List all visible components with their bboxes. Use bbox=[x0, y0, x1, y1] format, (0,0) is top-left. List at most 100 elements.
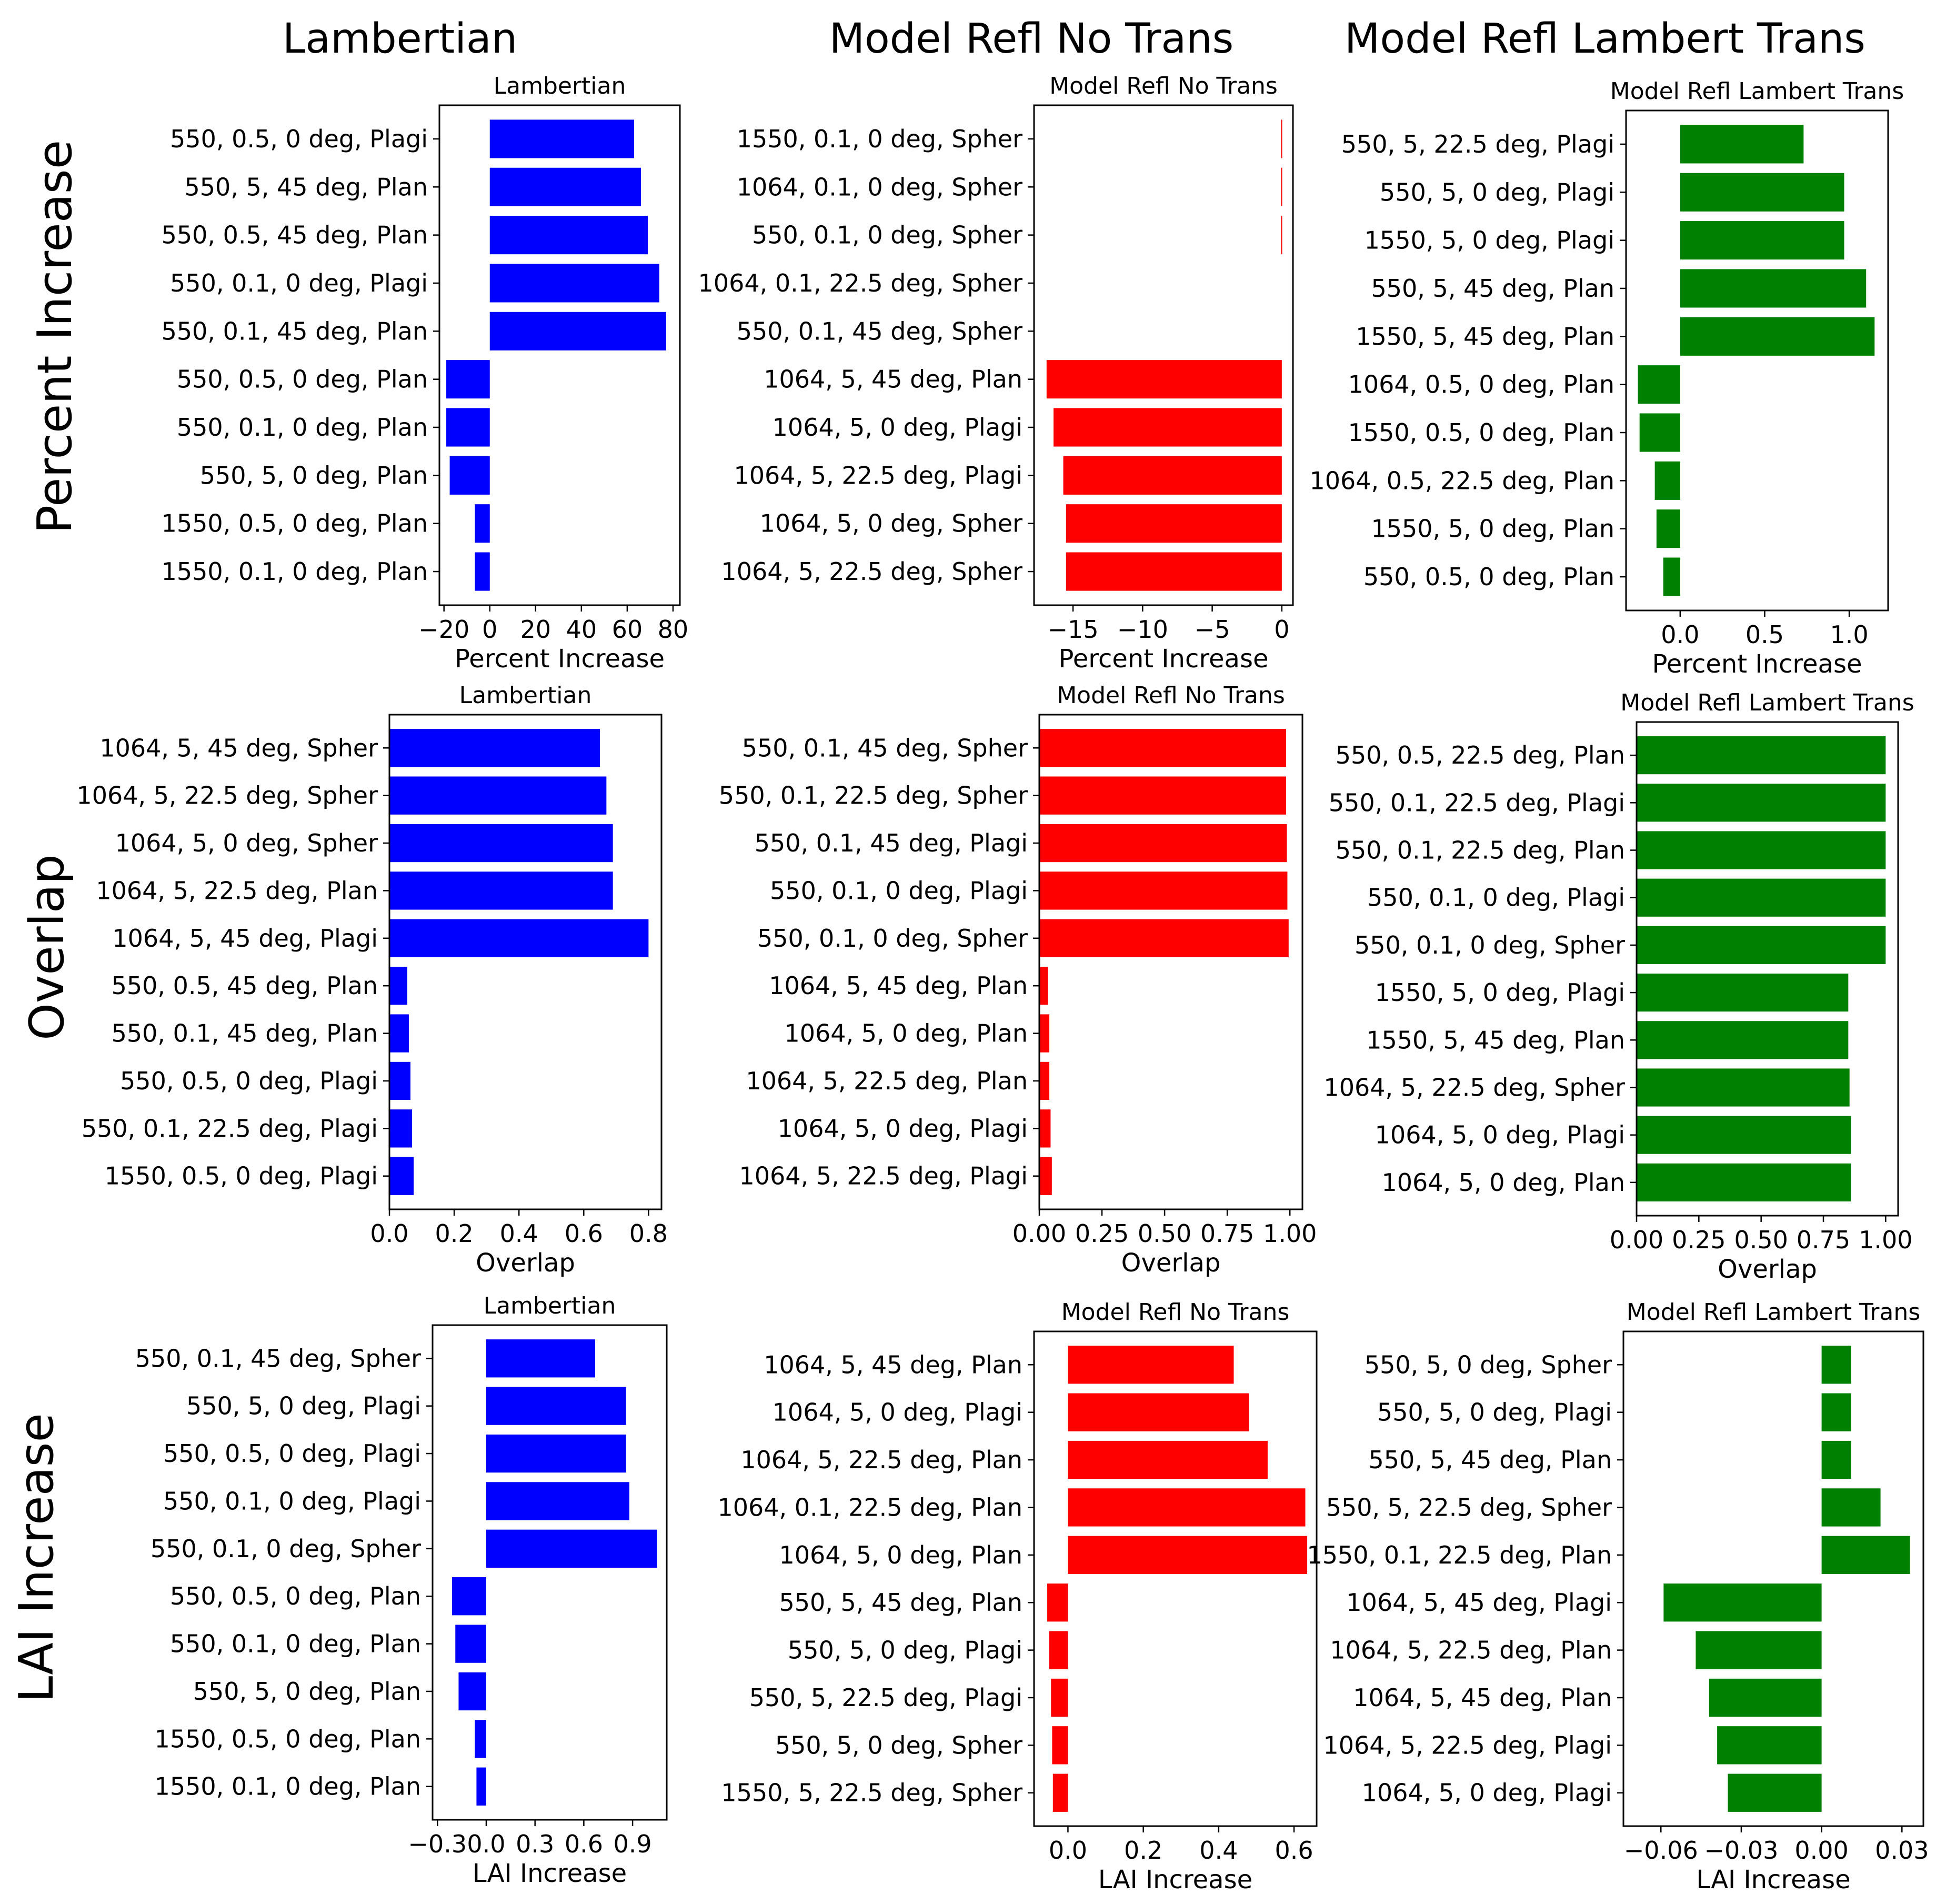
bar bbox=[389, 1014, 409, 1053]
bar bbox=[489, 119, 634, 158]
x-tick-label: 0.8 bbox=[629, 1219, 668, 1248]
bar bbox=[486, 1387, 626, 1425]
x-tick-label: 0 bbox=[482, 615, 497, 644]
category-label: 550, 0.1, 22.5 deg, Spher bbox=[719, 781, 1028, 810]
x-tick-label: 0.0 bbox=[467, 1830, 505, 1858]
category-label: 550, 5, 22.5 deg, Spher bbox=[1326, 1493, 1612, 1521]
category-label: 550, 0.5, 0 deg, Plan bbox=[170, 1582, 421, 1610]
bar bbox=[486, 1339, 596, 1378]
plot-frame bbox=[1033, 104, 1294, 606]
bar bbox=[1039, 1061, 1050, 1100]
row-title-lai-increase: LAI Increase bbox=[9, 1413, 64, 1702]
bar bbox=[1821, 1393, 1851, 1431]
panel-7: Lambertian 550, 0.1, 45 deg, Spher 550, 5,… bbox=[135, 1292, 668, 1888]
bar bbox=[1052, 1726, 1068, 1765]
category-label: 1550, 0.5, 0 deg, Plagi bbox=[105, 1162, 378, 1190]
bar bbox=[1049, 1631, 1068, 1669]
x-tick-label: 0 bbox=[1274, 615, 1289, 644]
x-tick-label: 0.6 bbox=[565, 1219, 603, 1248]
category-label: 1064, 5, 22.5 deg, Plan bbox=[96, 876, 378, 905]
category-label: 1550, 5, 0 deg, Plagi bbox=[1365, 226, 1614, 255]
plot-frame bbox=[1622, 1330, 1924, 1827]
panel-title: Model Refl No Trans bbox=[1049, 73, 1278, 99]
category-label: 1064, 5, 0 deg, Plagi bbox=[773, 413, 1022, 442]
category-label: 1064, 5, 45 deg, Plagi bbox=[112, 924, 378, 953]
bar bbox=[475, 552, 490, 591]
category-label: 550, 0.1, 0 deg, Plagi bbox=[163, 1487, 421, 1515]
bar bbox=[1680, 125, 1804, 164]
panel-6: Model Refl Lambert Trans 550, 0.5, 22.5 d… bbox=[1323, 689, 1914, 1284]
x-tick-label: 0.00 bbox=[1012, 1219, 1066, 1248]
x-tick-label: 0.50 bbox=[1734, 1226, 1788, 1254]
bar bbox=[446, 360, 490, 399]
category-label: 550, 0.1, 0 deg, Plan bbox=[170, 1630, 421, 1658]
category-label: 550, 5, 22.5 deg, Plagi bbox=[1341, 130, 1614, 158]
category-label: 1064, 5, 45 deg, Plan bbox=[764, 1350, 1022, 1379]
panel-title: Lambertian bbox=[494, 73, 626, 99]
category-label: 1064, 0.5, 0 deg, Plan bbox=[1348, 370, 1614, 399]
bar bbox=[1281, 167, 1282, 206]
x-tick-label: 0.25 bbox=[1672, 1226, 1726, 1254]
category-label: 550, 0.1, 0 deg, Plagi bbox=[1367, 884, 1625, 912]
category-label: 550, 0.1, 45 deg, Spher bbox=[135, 1344, 421, 1372]
x-axis-label: Percent Increase bbox=[455, 644, 665, 674]
bar bbox=[489, 167, 641, 206]
bar bbox=[489, 312, 666, 350]
category-label: 1550, 5, 0 deg, Plan bbox=[1371, 515, 1614, 543]
x-tick-label: 0.4 bbox=[500, 1219, 538, 1248]
x-axis-label: LAI Increase bbox=[1098, 1865, 1252, 1895]
bar bbox=[486, 1482, 629, 1520]
category-label: 1064, 0.1, 0 deg, Spher bbox=[737, 173, 1022, 201]
bar bbox=[1637, 926, 1886, 964]
category-label: 550, 0.1, 0 deg, Spher bbox=[151, 1535, 421, 1563]
category-label: 550, 5, 0 deg, Plagi bbox=[1380, 178, 1614, 206]
category-label: 1064, 5, 0 deg, Plagi bbox=[1362, 1779, 1612, 1807]
bar bbox=[389, 729, 600, 767]
plot-frame bbox=[388, 714, 663, 1210]
bar bbox=[1821, 1346, 1851, 1384]
bar bbox=[1680, 173, 1844, 212]
plot-frame bbox=[1033, 1330, 1318, 1827]
category-label: 1064, 5, 0 deg, Plan bbox=[1381, 1168, 1625, 1197]
x-tick-label: 0.25 bbox=[1075, 1219, 1129, 1248]
x-tick-label: 1.00 bbox=[1859, 1226, 1912, 1254]
panel-1: Lambertian 550, 0.5, 0 deg, Plagi 550, 5, … bbox=[162, 73, 689, 674]
bar bbox=[1728, 1773, 1822, 1812]
bar bbox=[1821, 1536, 1910, 1574]
bar bbox=[1039, 1109, 1051, 1148]
category-label: 1064, 5, 0 deg, Plagi bbox=[778, 1114, 1028, 1143]
category-label: 550, 0.5, 0 deg, Plagi bbox=[163, 1439, 421, 1468]
bar bbox=[1637, 831, 1886, 869]
category-label: 550, 0.1, 0 deg, Spher bbox=[1355, 931, 1625, 959]
category-label: 550, 5, 0 deg, Plagi bbox=[788, 1636, 1022, 1665]
column-title-model-refl-lambert-trans: Model Refl Lambert Trans bbox=[1345, 15, 1865, 63]
panel-8: Model Refl No Trans 1064, 5, 45 deg, Plan… bbox=[717, 1299, 1318, 1895]
bar bbox=[1052, 1773, 1068, 1812]
x-tick-label: 0.5 bbox=[1746, 620, 1784, 649]
category-label: 1064, 5, 22.5 deg, Plan bbox=[740, 1446, 1022, 1474]
x-tick-label: 0.2 bbox=[1124, 1836, 1162, 1865]
x-tick-label: 0.9 bbox=[614, 1830, 652, 1858]
bar bbox=[389, 871, 613, 910]
bar bbox=[1281, 119, 1282, 158]
category-label: 550, 5, 45 deg, Plan bbox=[1368, 1446, 1612, 1474]
bar bbox=[389, 1157, 414, 1195]
bar bbox=[1046, 360, 1282, 399]
category-label: 550, 0.5, 0 deg, Plan bbox=[177, 365, 428, 394]
bar bbox=[1068, 1346, 1234, 1384]
category-label: 1064, 0.5, 22.5 deg, Plan bbox=[1309, 466, 1614, 495]
category-label: 550, 5, 22.5 deg, Plagi bbox=[749, 1683, 1022, 1712]
category-label: 550, 5, 45 deg, Plan bbox=[184, 173, 428, 201]
category-label: 1064, 0.1, 22.5 deg, Plan bbox=[717, 1493, 1022, 1521]
panel-4: Lambertian 1064, 5, 45 deg, Spher 1064, 5,… bbox=[76, 682, 668, 1278]
x-axis-label: Percent Increase bbox=[1059, 644, 1269, 674]
category-label: 1064, 5, 22.5 deg, Plagi bbox=[734, 461, 1023, 489]
bar bbox=[1637, 1116, 1851, 1154]
category-label: 550, 0.1, 45 deg, Plan bbox=[162, 317, 428, 345]
category-label: 1550, 5, 45 deg, Plan bbox=[1356, 322, 1614, 350]
bar bbox=[1654, 461, 1680, 500]
bar bbox=[1039, 1157, 1052, 1195]
x-tick-label: 0.4 bbox=[1199, 1836, 1238, 1865]
x-axis-label: Overlap bbox=[476, 1248, 575, 1278]
